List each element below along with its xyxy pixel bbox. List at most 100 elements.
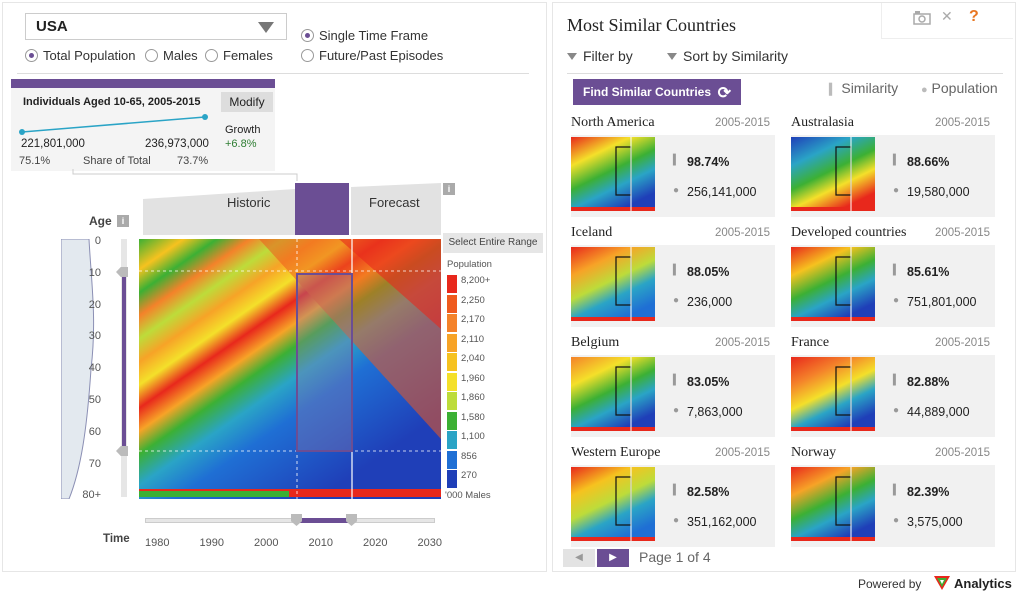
radio-label: Total Population — [43, 48, 136, 63]
prev-page-button[interactable]: ◀ — [563, 549, 595, 567]
similar-countries-title: Most Similar Countries — [567, 15, 737, 35]
growth-sparkline — [19, 114, 208, 135]
brand-name: Analytics — [954, 576, 1012, 591]
camera-icon[interactable] — [913, 11, 931, 25]
legend-swatch — [447, 333, 457, 352]
chevron-down-icon — [567, 52, 577, 60]
similar-country-card[interactable]: ▍ 98.74% ● 256,141,000 — [571, 135, 775, 217]
time-slider-handle-start[interactable] — [291, 514, 302, 526]
country-heatmap-thumbnail — [571, 357, 655, 431]
legend-label: 1,860 — [461, 392, 485, 403]
year-tick-label: 2010 — [308, 537, 333, 549]
page-indicator: Page 1 of 4 — [639, 549, 711, 565]
similar-country-card[interactable]: ▍ 82.39% ● 3,575,000 — [791, 465, 995, 547]
info-icon[interactable]: i — [443, 183, 455, 195]
sort-by-label: Sort by Similarity — [683, 48, 789, 64]
similar-country-name[interactable]: North America — [571, 115, 655, 130]
population-value: 256,141,000 — [687, 185, 757, 199]
similar-country-card[interactable]: ▍ 82.58% ● 351,162,000 — [571, 465, 775, 547]
radio-total-population[interactable]: Total Population — [25, 48, 136, 63]
time-axis-title: Time — [103, 533, 130, 545]
similar-country-name[interactable]: Belgium — [571, 335, 620, 350]
close-icon[interactable]: ✕ — [941, 8, 953, 24]
chevron-down-icon — [667, 52, 677, 60]
filter-by-label: Filter by — [583, 48, 633, 64]
similarity-value: 82.58% — [687, 485, 730, 499]
similar-country-card[interactable]: ▍ 88.05% ● 236,000 — [571, 245, 775, 327]
legend-swatch — [447, 450, 457, 469]
similar-country-card[interactable]: ▍ 82.88% ● 44,889,000 — [791, 355, 995, 437]
similar-country-name[interactable]: Western Europe — [571, 445, 661, 460]
find-similar-countries-button[interactable]: Find Similar Countries ⟳ — [573, 79, 741, 105]
radio-females[interactable]: Females — [205, 48, 273, 63]
year-tick-label: 2030 — [417, 537, 442, 549]
selection-title: Individuals Aged 10-65, 2005-2015 — [23, 96, 201, 108]
population-value: 236,000 — [687, 295, 733, 309]
legend-swatch — [447, 353, 457, 371]
radio-label: Single Time Frame — [319, 28, 429, 43]
info-icon[interactable]: i — [117, 215, 129, 227]
person-icon: ● — [893, 405, 900, 416]
next-page-button[interactable]: ▶ — [597, 549, 629, 567]
time-slider-handle-end[interactable] — [346, 514, 357, 526]
time-slider-track[interactable] — [145, 518, 435, 523]
select-entire-range-button[interactable]: Select Entire Range — [443, 233, 543, 253]
population-value: 751,801,000 — [907, 295, 977, 309]
legend-swatch — [447, 431, 457, 449]
radio-males[interactable]: Males — [145, 48, 198, 63]
similar-country-name[interactable]: Developed countries — [791, 225, 907, 240]
age-slider-handle-bottom[interactable] — [116, 446, 128, 456]
bar-icon: ▍ — [893, 155, 901, 166]
radio-dot — [301, 29, 314, 42]
legend-label: 2,110 — [461, 333, 485, 345]
similarity-value: 98.74% — [687, 155, 730, 169]
chevron-down-icon — [258, 22, 274, 33]
modify-button[interactable]: Modify — [221, 92, 273, 112]
period-historic[interactable]: Historic — [227, 195, 271, 210]
age-tick-label: 20 — [88, 298, 101, 311]
legend-label: 8,200+ — [461, 275, 491, 286]
similar-country-name[interactable]: Australasia — [791, 115, 854, 130]
similar-country-name[interactable]: France — [791, 335, 830, 350]
age-tick-label: 70 — [88, 457, 101, 470]
population-heatmap[interactable] — [139, 239, 441, 501]
age-slider-handle-top[interactable] — [116, 267, 128, 277]
similarity-value: 85.61% — [907, 265, 950, 279]
help-icon[interactable]: ? — [969, 8, 979, 25]
person-icon: ● — [893, 515, 900, 526]
radio-dot — [301, 49, 314, 62]
radio-single-time-frame[interactable]: Single Time Frame — [301, 28, 428, 43]
similar-country-name[interactable]: Norway — [791, 445, 837, 460]
filter-by-dropdown[interactable]: Filter by — [567, 48, 633, 64]
growth-label: Growth — [225, 124, 261, 136]
similar-country-years: 2005-2015 — [715, 337, 770, 349]
similar-country-card[interactable]: ▍ 85.61% ● 751,801,000 — [791, 245, 995, 327]
age-distribution-sparkline — [61, 239, 95, 499]
time-slider-range[interactable] — [299, 518, 351, 523]
age-tick-label: 30 — [88, 330, 101, 343]
similar-country-years: 2005-2015 — [935, 447, 990, 459]
similar-country-card[interactable]: ▍ 88.66% ● 19,580,000 — [791, 135, 995, 217]
population-value: 351,162,000 — [687, 515, 757, 529]
bar-icon: ▍ — [893, 485, 901, 496]
age-slider-range[interactable] — [122, 272, 126, 451]
left-panel: USA Total Population Males Females Singl… — [2, 2, 547, 572]
legend-swatch — [447, 275, 457, 293]
age-axis-title: Age — [89, 214, 112, 228]
country-select[interactable]: USA — [25, 13, 287, 40]
person-icon: ● — [893, 295, 900, 306]
right-panel: Most Similar Countries ✕ ? Filter by Sor… — [552, 2, 1016, 572]
legend-swatch — [447, 294, 457, 313]
legend-swatch — [447, 372, 457, 391]
radio-future-past-episodes[interactable]: Future/Past Episodes — [301, 48, 443, 63]
similarity-header-label: Similarity — [841, 80, 899, 96]
age-tick-label: 50 — [88, 394, 101, 406]
similar-country-name[interactable]: Iceland — [571, 225, 613, 240]
growth-value: +6.8% — [225, 138, 257, 150]
legend-title: Population — [447, 259, 492, 270]
similar-country-card[interactable]: ▍ 83.05% ● 7,863,000 — [571, 355, 775, 437]
period-forecast[interactable]: Forecast — [369, 195, 420, 210]
sort-by-dropdown[interactable]: Sort by Similarity — [667, 48, 788, 64]
person-icon: ● — [673, 405, 680, 416]
population-value: 19,580,000 — [907, 185, 970, 199]
